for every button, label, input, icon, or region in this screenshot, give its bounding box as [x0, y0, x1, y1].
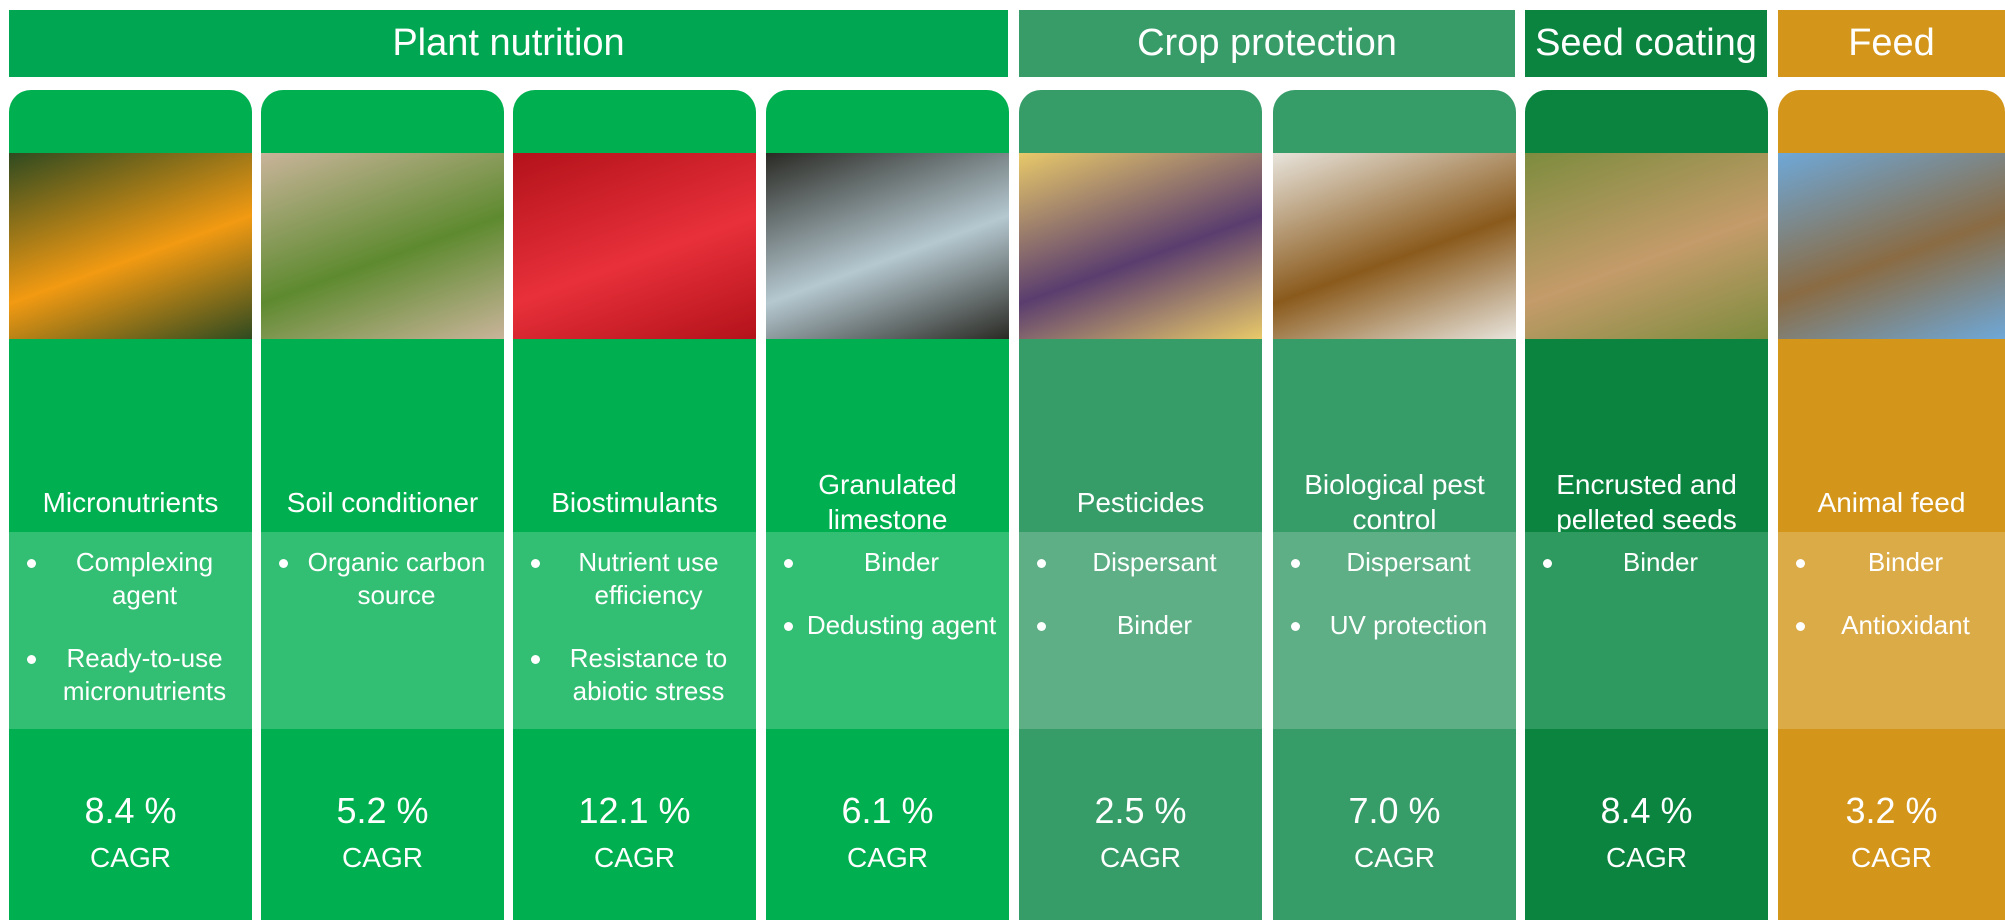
cagr-label: CAGR: [1019, 842, 1262, 874]
feature-band: Binder: [1525, 532, 1768, 729]
product-photo: [1019, 153, 1262, 339]
product-photo: [1778, 153, 2005, 339]
cagr-label: CAGR: [261, 842, 504, 874]
cagr-label: CAGR: [766, 842, 1009, 874]
feature-item: Binder: [804, 546, 999, 579]
feature-list: Dispersant UV protection: [1273, 532, 1516, 642]
feature-list: Binder Dedusting agent: [766, 532, 1009, 642]
product-photo: [1273, 153, 1516, 339]
feature-item: Organic carbon source: [299, 546, 494, 612]
group-header: Feed: [1778, 10, 2005, 77]
cagr-value: 3.2 %: [1778, 790, 2005, 832]
feature-band: Dispersant UV protection: [1273, 532, 1516, 729]
feature-list: Organic carbon source: [261, 532, 504, 612]
cagr-value: 12.1 %: [513, 790, 756, 832]
cagr-label: CAGR: [9, 842, 252, 874]
feature-band: Dispersant Binder: [1019, 532, 1262, 729]
feature-band: Binder Antioxidant: [1778, 532, 2005, 729]
feature-band: Organic carbon source: [261, 532, 504, 729]
product-photo: [1525, 153, 1768, 339]
feature-item: Binder: [1816, 546, 1995, 579]
feature-band: Complexing agent Ready-to-use micronutrie…: [9, 532, 252, 729]
feature-item: Dedusting agent: [804, 609, 999, 642]
cagr-label: CAGR: [1273, 842, 1516, 874]
group-header: Crop protection: [1019, 10, 1515, 77]
feature-item: Complexing agent: [47, 546, 242, 612]
infographic: {"groups": [ {"title": "Plant nutrition"…: [0, 0, 2005, 907]
feature-list: Binder: [1525, 532, 1768, 579]
product-photo: [9, 153, 252, 339]
feature-list: Nutrient use efficiency Resistance to abi…: [513, 532, 756, 708]
feature-list: Complexing agent Ready-to-use micronutrie…: [9, 532, 252, 708]
feature-list: Dispersant Binder: [1019, 532, 1262, 642]
cagr-value: 8.4 %: [9, 790, 252, 832]
cagr-label: CAGR: [1525, 842, 1768, 874]
feature-item: Dispersant: [1057, 546, 1252, 579]
product-photo: [261, 153, 504, 339]
product-photo: [766, 153, 1009, 339]
cagr-value: 6.1 %: [766, 790, 1009, 832]
cagr-label: CAGR: [1778, 842, 2005, 874]
feature-list: Binder Antioxidant: [1778, 532, 2005, 642]
feature-item: Resistance to abiotic stress: [551, 642, 746, 708]
cagr-label: CAGR: [513, 842, 756, 874]
feature-item: Binder: [1057, 609, 1252, 642]
group-header: Plant nutrition: [9, 10, 1008, 77]
product-photo: [513, 153, 756, 339]
feature-item: UV protection: [1311, 609, 1506, 642]
cagr-value: 7.0 %: [1273, 790, 1516, 832]
feature-band: Nutrient use efficiency Resistance to abi…: [513, 532, 756, 729]
feature-item: Dispersant: [1311, 546, 1506, 579]
feature-item: Antioxidant: [1816, 609, 1995, 642]
feature-item: Ready-to-use micronutrients: [47, 642, 242, 708]
cagr-value: 5.2 %: [261, 790, 504, 832]
group-header: Seed coating: [1525, 10, 1767, 77]
feature-item: Nutrient use efficiency: [551, 546, 746, 612]
cagr-value: 8.4 %: [1525, 790, 1768, 832]
feature-item: Binder: [1563, 546, 1758, 579]
feature-band: Binder Dedusting agent: [766, 532, 1009, 729]
cagr-value: 2.5 %: [1019, 790, 1262, 832]
